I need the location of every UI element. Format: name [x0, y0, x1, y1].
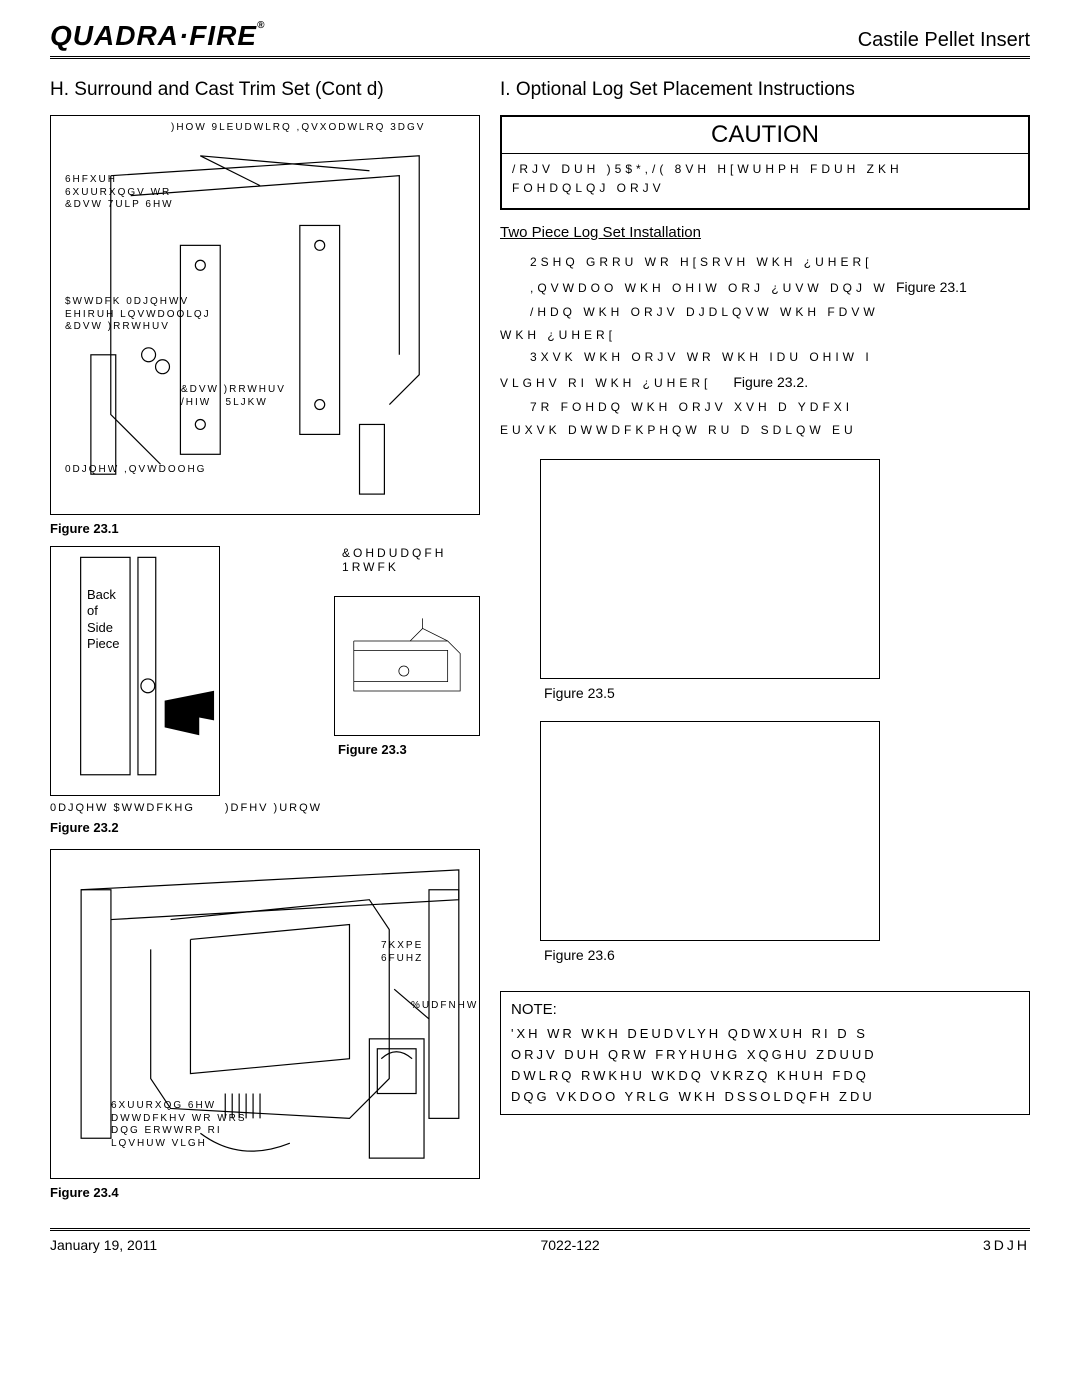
- step-2-figref: Figure 23.1: [896, 279, 967, 295]
- arrow-icon: [165, 691, 214, 735]
- page-footer: January 19, 2011 7022-122 3DJH: [50, 1228, 1030, 1253]
- logo-text: QUADRA·FIRE: [50, 20, 257, 51]
- caution-box: CAUTION /RJV DUH )5$*,/( 8VH H[WUHPH FDU…: [500, 115, 1030, 210]
- magnet-attached-label: 0DJQHW $WWDFKHG: [50, 802, 195, 814]
- footer-docnum: 7022-122: [540, 1237, 599, 1253]
- figure-23-2-svg: [51, 547, 219, 795]
- note-box: NOTE: 'XH WR WKH DEUDVLYH QDWXUH RI D S …: [500, 991, 1030, 1114]
- faces-front-label: )DFHV )URQW: [225, 802, 322, 814]
- step-5: 7R FOHDQ WKH ORJV XVH D YDFXI: [530, 396, 1030, 419]
- figure-23-6: [540, 721, 880, 941]
- callout-footers: &DVW )RRWHUV /HIW 5LJKW: [181, 384, 286, 409]
- figure-23-2: Back of Side Piece: [50, 546, 220, 796]
- callout-magnet-installed: 0DJQHW ,QVWDOOHG: [65, 464, 206, 477]
- figure-23-6-label: Figure 23.6: [544, 947, 1030, 963]
- step-1: 2SHQ GRRU WR H[SRVH WKH ¿UHER[: [530, 251, 1030, 274]
- step-2: ,QVWDOO WKH OHIW ORJ ¿UVW DQJ W Figure 2…: [530, 274, 1030, 301]
- figure-23-1: )HOW 9LEUDWLRQ ,QVXODWLRQ 3DGV 6HFXUH 6X…: [50, 115, 480, 515]
- step-2-text: ,QVWDOO WKH OHIW ORJ ¿UVW DQJ W: [530, 281, 889, 295]
- registered-mark: ®: [257, 20, 265, 31]
- product-name: Castile Pellet Insert: [858, 29, 1030, 52]
- step-4b: VLGHV RI WKH ¿UHER[ Figure 23.2.: [500, 369, 1030, 396]
- caution-line-1: /RJV DUH )5$*,/( 8VH H[WUHPH FDUH ZKH: [512, 162, 903, 176]
- main-columns: H. Surround and Cast Trim Set (Cont d): [50, 79, 1030, 1210]
- two-piece-heading: Two Piece Log Set Installation: [500, 224, 1030, 241]
- note-line-3: DWLRQ RWKHU WKDQ VKRZQ KHUH FDQ: [511, 1068, 869, 1083]
- figure-23-4-label: Figure 23.4: [50, 1185, 480, 1200]
- note-label: NOTE:: [511, 998, 1019, 1022]
- step-5b: EUXVK DWWDFKPHQW RU D SDLQW EU: [500, 419, 1030, 442]
- figure-23-3-wrap: &OHDUDQFH 1RWFK Figure 23.3: [334, 546, 480, 767]
- note-line-2: ORJV DUH QRW FRYHUHG XQGHU ZDUUD: [511, 1047, 877, 1062]
- note-line-4: DQG VKDOO YRLG WKH DSSOLDQFH ZDU: [511, 1089, 875, 1104]
- callout-bracket: %UDFNHW: [411, 1000, 478, 1013]
- callout-back-of-side: Back of Side Piece: [87, 587, 120, 652]
- callout-attach-magnets: $WWDFK 0DJQHWV EHIRUH LQVWDOOLQJ &DVW )R…: [65, 296, 211, 334]
- caution-title: CAUTION: [502, 117, 1028, 153]
- step-4: 3XVK WKH ORJV WR WKH IDU OHIW I: [530, 346, 1030, 369]
- figure-23-3-label: Figure 23.3: [338, 742, 480, 757]
- step-3: /HDQ WKH ORJV DJDLQVW WKH FDVW: [530, 301, 1030, 324]
- figure-23-2-label: Figure 23.2: [50, 820, 322, 835]
- footer-date: January 19, 2011: [50, 1237, 157, 1253]
- caution-line-2: FOHDQLQJ ORJV: [512, 181, 665, 195]
- callout-felt-pads: )HOW 9LEUDWLRQ ,QVXODWLRQ 3DGV: [171, 122, 425, 135]
- brand-logo: QUADRA·FIRE®: [50, 20, 265, 52]
- step-4b-text: VLGHV RI WKH ¿UHER[: [500, 376, 711, 390]
- figure-23-2-wrap: Back of Side Piece 0DJQHW $WWDFKHG )DFHV…: [50, 546, 322, 845]
- figure-23-3-svg: [335, 597, 479, 735]
- figure-23-5-label: Figure 23.5: [544, 685, 1030, 701]
- section-i-title: I. Optional Log Set Placement Instructio…: [500, 79, 1030, 101]
- caution-body: /RJV DUH )5$*,/( 8VH H[WUHPH FDUH ZKH FO…: [502, 153, 1028, 208]
- figure-23-3: [334, 596, 480, 736]
- figure-23-5: [540, 459, 880, 679]
- section-h-title: H. Surround and Cast Trim Set (Cont d): [50, 79, 480, 101]
- footer-page: 3DJH: [983, 1237, 1030, 1253]
- callout-secure: 6HFXUH 6XUURXQGV WR &DVW 7ULP 6HW: [65, 174, 174, 212]
- clearance-notch-label: &OHDUDQFH 1RWFK: [342, 546, 480, 574]
- figure-23-4: 7KXPE 6FUHZ %UDFNHW 6XUURXQG 6HW DWWDFKH…: [50, 849, 480, 1179]
- installation-steps: 2SHQ GRRU WR H[SRVH WKH ¿UHER[ ,QVWDOO W…: [500, 251, 1030, 441]
- callout-surround-set: 6XUURXQG 6HW DWWDFKHV WR WRS DQG ERWWRP …: [111, 1100, 247, 1150]
- figures-232-233-row: Back of Side Piece 0DJQHW $WWDFKHG )DFHV…: [50, 546, 480, 845]
- page-header: QUADRA·FIRE® Castile Pellet Insert: [50, 20, 1030, 59]
- callout-thumb-screw: 7KXPE 6FUHZ: [381, 940, 423, 965]
- left-column: H. Surround and Cast Trim Set (Cont d): [50, 79, 480, 1210]
- note-line-1: 'XH WR WKH DEUDVLYH QDWXUH RI D S: [511, 1026, 868, 1041]
- figure-23-2-bottom-labels: 0DJQHW $WWDFKHG )DFHV )URQW: [50, 802, 322, 814]
- right-column: I. Optional Log Set Placement Instructio…: [500, 79, 1030, 1210]
- figure-23-1-label: Figure 23.1: [50, 521, 480, 536]
- step-3b: WKH ¿UHER[: [500, 324, 1030, 347]
- step-4-figref: Figure 23.2.: [733, 374, 808, 390]
